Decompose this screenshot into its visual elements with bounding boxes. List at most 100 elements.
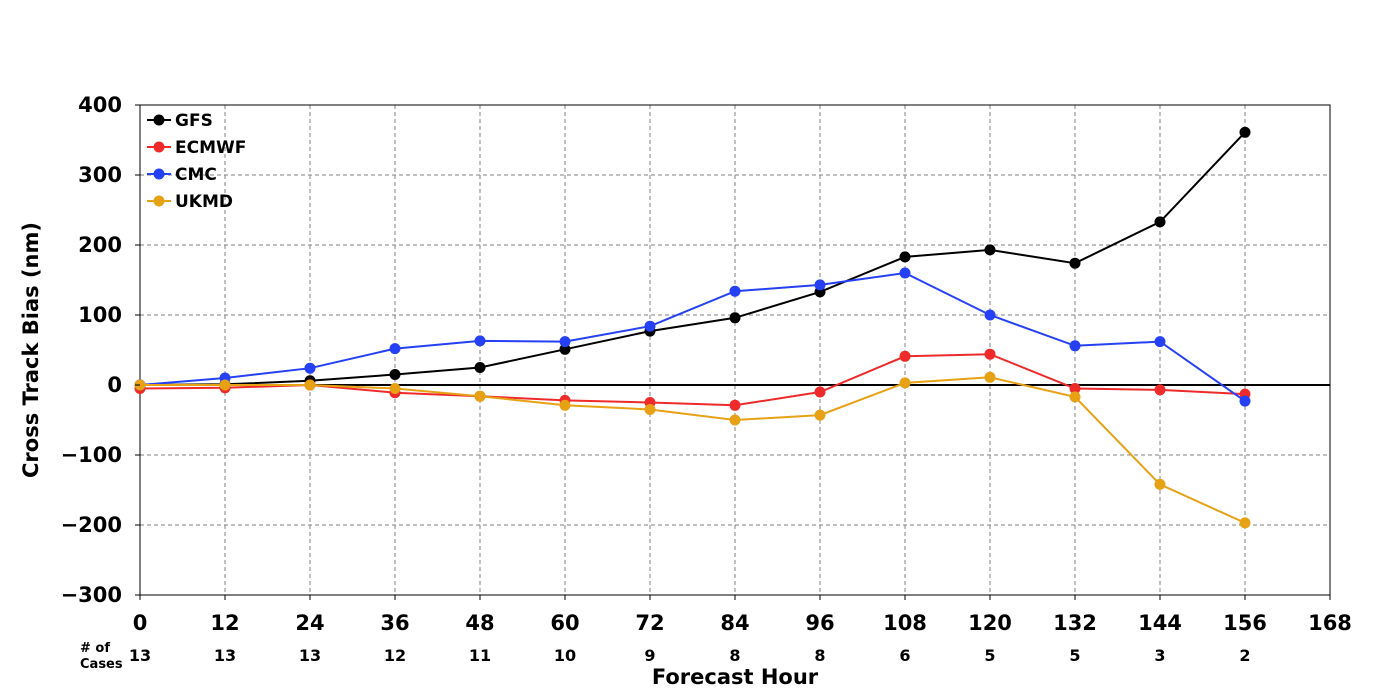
data-point bbox=[899, 251, 911, 263]
x-axis-ticks: 0 12 24 36 48 60 72 84 96 108 120 132 144 156 168 bbox=[133, 595, 1352, 635]
legend-label: CMC bbox=[175, 165, 217, 185]
case-count-label: 9 bbox=[644, 646, 655, 665]
data-point bbox=[899, 267, 911, 279]
case-count-label: 11 bbox=[469, 646, 491, 665]
y-tick-label: −300 bbox=[61, 583, 122, 607]
case-count-label: 2 bbox=[1239, 646, 1250, 665]
legend-label: UKMD bbox=[175, 192, 233, 212]
data-point bbox=[219, 379, 231, 391]
data-point bbox=[729, 312, 741, 324]
case-count-label: 13 bbox=[299, 646, 321, 665]
data-point bbox=[1069, 383, 1081, 394]
case-count-label: 8 bbox=[814, 646, 825, 665]
legend-item-gfs: GFS bbox=[147, 111, 213, 131]
case-count-label: 13 bbox=[214, 646, 236, 665]
x-tick-label: 168 bbox=[1308, 611, 1352, 635]
data-point bbox=[389, 343, 401, 355]
x-tick-label: 60 bbox=[550, 611, 579, 635]
data-point bbox=[729, 399, 741, 411]
legend-swatch-marker bbox=[153, 114, 165, 126]
case-count-label: 5 bbox=[1069, 646, 1080, 665]
data-point bbox=[1154, 336, 1166, 348]
data-point bbox=[389, 369, 401, 380]
data-point bbox=[814, 279, 826, 291]
case-count-label: 3 bbox=[1154, 646, 1165, 665]
x-tick-label: 132 bbox=[1053, 611, 1097, 635]
data-point bbox=[984, 348, 996, 360]
x-tick-label: 144 bbox=[1138, 611, 1182, 635]
y-tick-label: −100 bbox=[61, 443, 122, 467]
x-tick-label: 108 bbox=[883, 611, 927, 635]
x-tick-label: 96 bbox=[805, 611, 834, 635]
x-tick-label: 36 bbox=[380, 611, 409, 635]
data-point bbox=[984, 309, 996, 321]
data-point bbox=[304, 362, 316, 374]
series-group bbox=[134, 126, 1251, 529]
cases-label-line1: # of bbox=[80, 641, 110, 656]
y-tick-label: 0 bbox=[107, 373, 122, 397]
data-point bbox=[559, 343, 571, 355]
data-point bbox=[1154, 384, 1166, 396]
x-tick-label: 12 bbox=[210, 611, 239, 635]
cases-row: # of Cases 13 13 13 12 11 10 9 8 8 6 5 5 3 2 bbox=[80, 641, 1251, 672]
data-point bbox=[474, 390, 486, 402]
case-count-label: 12 bbox=[384, 646, 406, 665]
legend: GFS ECMWF CMC UKMD bbox=[147, 111, 246, 212]
data-point bbox=[1069, 391, 1081, 403]
series-gfs bbox=[134, 126, 1251, 391]
data-point bbox=[984, 244, 996, 256]
series-line bbox=[140, 376, 1246, 524]
legend-swatch-marker bbox=[153, 141, 165, 153]
data-point bbox=[474, 362, 486, 373]
series-ecmwf bbox=[134, 348, 1251, 411]
case-count-label: 10 bbox=[554, 646, 576, 665]
legend-label: GFS bbox=[175, 111, 213, 131]
x-tick-label: 0 bbox=[133, 611, 148, 635]
series-ukmd bbox=[134, 371, 1251, 529]
x-tick-label: 24 bbox=[295, 611, 324, 635]
legend-item-ukmd: UKMD bbox=[147, 192, 233, 212]
data-point bbox=[304, 379, 316, 391]
case-count-label: 8 bbox=[729, 646, 740, 665]
data-point bbox=[899, 350, 911, 362]
case-count-label: 5 bbox=[984, 646, 995, 665]
y-tick-label: 400 bbox=[78, 93, 122, 117]
data-point bbox=[899, 377, 911, 389]
y-axis-ticks: −300 −200 −100 0 100 200 300 400 bbox=[61, 93, 140, 607]
data-point bbox=[1239, 517, 1251, 529]
cases-label-line2: Cases bbox=[80, 657, 123, 672]
x-axis-title: Forecast Hour bbox=[652, 665, 819, 689]
legend-item-ecmwf: ECMWF bbox=[147, 138, 246, 158]
data-point bbox=[729, 414, 741, 426]
y-tick-label: 200 bbox=[78, 233, 122, 257]
y-tick-label: 300 bbox=[78, 163, 122, 187]
data-point bbox=[1239, 126, 1251, 138]
case-count-label: 6 bbox=[899, 646, 910, 665]
legend-label: ECMWF bbox=[175, 138, 246, 158]
data-point bbox=[1069, 257, 1081, 269]
legend-swatch-marker bbox=[153, 168, 165, 180]
data-point bbox=[644, 320, 656, 332]
data-point bbox=[1069, 340, 1081, 352]
data-point bbox=[814, 386, 826, 398]
data-point bbox=[984, 371, 996, 383]
x-tick-label: 156 bbox=[1223, 611, 1267, 635]
x-tick-label: 120 bbox=[968, 611, 1012, 635]
data-point bbox=[729, 285, 741, 297]
data-point bbox=[474, 335, 486, 347]
legend-swatch-marker bbox=[153, 195, 165, 207]
data-point bbox=[389, 383, 401, 394]
series-line bbox=[139, 131, 1246, 386]
x-tick-label: 48 bbox=[465, 611, 494, 635]
y-tick-label: 100 bbox=[78, 303, 122, 327]
data-point bbox=[1154, 478, 1166, 490]
series-cmc bbox=[134, 267, 1251, 407]
case-count-label: 13 bbox=[129, 646, 151, 665]
grid bbox=[140, 105, 1330, 595]
data-point bbox=[1154, 216, 1166, 228]
x-tick-label: 72 bbox=[635, 611, 664, 635]
legend-item-cmc: CMC bbox=[147, 165, 217, 185]
data-point bbox=[644, 404, 656, 415]
series-line bbox=[139, 271, 1246, 402]
